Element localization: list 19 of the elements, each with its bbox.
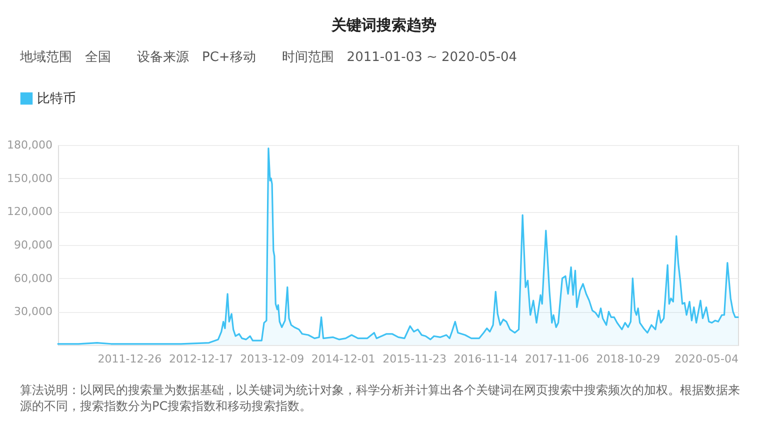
x-tick-label: 2017-11-06 (525, 352, 589, 366)
x-tick-label: 2016-11-14 (454, 352, 518, 366)
y-tick-label: 150,000 (7, 172, 52, 185)
x-tick-label: 2014-12-01 (311, 352, 376, 366)
x-tick-label: 2013-12-09 (240, 352, 304, 366)
y-tick-label: 90,000 (14, 238, 52, 252)
x-tick-label: 2015-11-23 (382, 352, 447, 366)
y-tick-label: 120,000 (7, 205, 52, 218)
x-tick-label: 2012-12-17 (168, 352, 233, 366)
text: 算法说明：以网民的搜索量为数据基础，以关键词为统计对象，科学分析并计算出各个关键词在网页搜索中搜索频次的加权。根据数据来源的不同，搜索指数分为PC搜索指数和移动搜索指数。 (20, 383, 740, 413)
x-tick-label: 2011-12-26 (98, 352, 162, 366)
x-tick-label: 2020-05-04 (674, 352, 738, 366)
y-tick-label: 180,000 (7, 138, 52, 152)
y-tick-label: 30,000 (14, 305, 52, 318)
x-tick-label: 2018-10-29 (596, 352, 660, 366)
chart-title: 关键词搜索趋势 (330, 16, 436, 34)
chart-subtitle: 地域范围 全国 设备来源 PC+移动 时间范围 2011-01-03 ~ 2020-05-04 (19, 50, 518, 65)
legend-label: 比特币 (37, 92, 76, 106)
y-tick-label: 60,000 (14, 272, 52, 285)
